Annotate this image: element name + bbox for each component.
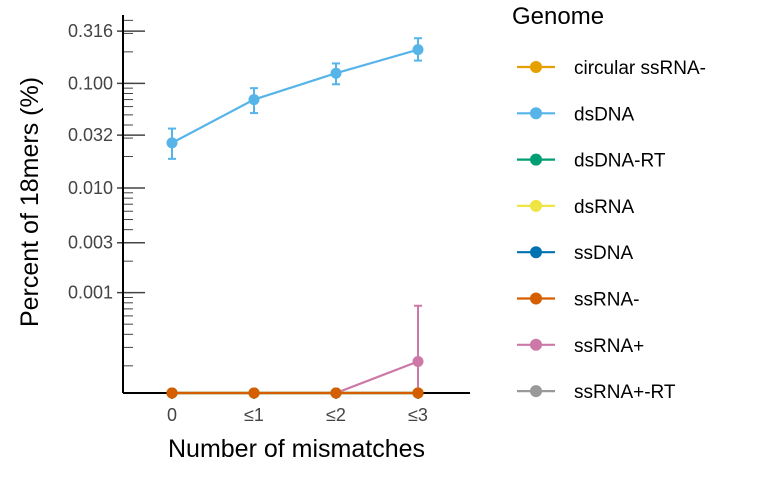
data-point	[248, 387, 260, 399]
legend-item-ssdna: ssDNA	[517, 243, 633, 264]
legend-title: Genome	[512, 3, 604, 30]
legend-item-ssrnaplusminusrt: ssRNA+-RT	[517, 382, 676, 403]
legend-item-ssrnaplus: ssRNA+	[517, 336, 644, 357]
legend-key	[517, 153, 555, 166]
legend-key	[517, 292, 555, 305]
data-point	[330, 387, 342, 399]
y-tick-label: 0.316	[68, 21, 113, 41]
series-line	[171, 48, 419, 144]
legend-key	[517, 385, 555, 398]
legend-label: circular ssRNA-	[574, 58, 706, 79]
legend-label: dsDNA	[574, 104, 635, 125]
y-tick-label: 0.003	[68, 233, 113, 253]
legend-label: ssDNA	[574, 243, 633, 264]
y-minor-ticks	[123, 19, 133, 367]
legend-key	[517, 338, 555, 351]
x-axis-title: Number of mismatches	[168, 435, 425, 463]
legend-key	[517, 61, 555, 73]
data-point	[330, 67, 342, 79]
y-tick-label: 0.010	[68, 178, 113, 198]
legend-label: ssRNA+	[574, 336, 644, 357]
legend-label: ssRNA-	[574, 290, 639, 311]
data-point	[166, 387, 178, 399]
legend-item-ssrnaminus: ssRNA-	[517, 290, 639, 311]
legend-key	[517, 107, 555, 120]
y-tick-label: 0.001	[68, 283, 113, 303]
x-tick-label: 0	[167, 405, 177, 425]
series-ssrnaminus	[166, 387, 424, 399]
legend-key	[517, 246, 555, 259]
data-point	[248, 94, 260, 106]
data-point	[412, 44, 424, 56]
legend-key	[517, 199, 555, 212]
x-tick-label: ≤2	[326, 405, 346, 425]
legend-label: dsDNA-RT	[574, 151, 666, 172]
y-axis-ticks: 0.001 0.003 0.010 0.032 0.100 0.316	[68, 21, 145, 303]
y-axis-title: Percent of 18mers (%)	[16, 77, 44, 327]
legend-item-dsdnaminusrt: dsDNA-RT	[517, 151, 666, 172]
legend-item-circular-ssrnaminus: circular ssRNA-	[517, 58, 706, 79]
series-layer	[166, 37, 424, 399]
data-point	[166, 137, 178, 149]
legend-label: ssRNA+-RT	[574, 382, 676, 403]
legend-item-dsrna: dsRNA	[517, 197, 635, 218]
legend-label: dsRNA	[574, 197, 635, 218]
series-dsdna	[166, 37, 424, 160]
legend: Genome circular ssRNA-dsDNA dsDNA-RT dsRNA…	[512, 3, 706, 403]
data-point	[412, 387, 424, 399]
series-ssrnaplus	[166, 304, 424, 399]
y-tick-label: 0.100	[68, 73, 113, 93]
x-tick-label: ≤3	[408, 405, 428, 425]
error-bar	[414, 304, 422, 394]
data-point	[412, 355, 424, 367]
x-axis-ticks: 0 ≤1 ≤2 ≤3	[167, 393, 428, 425]
y-tick-label: 0.032	[68, 125, 113, 145]
legend-item-dsdna: dsDNA	[517, 104, 635, 125]
x-tick-label: ≤1	[244, 405, 264, 425]
series-line	[172, 360, 419, 395]
